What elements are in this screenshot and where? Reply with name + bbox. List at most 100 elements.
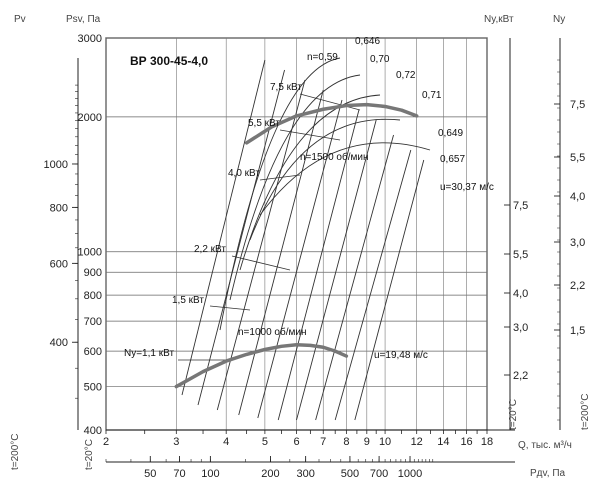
efficiency-arc [239,94,381,271]
efficiency-label-3: 0,70 [370,54,390,65]
tip-speed-label-1: u=30,37 м/с [440,182,494,193]
psv-axis-label: Psv, Па [66,14,101,25]
diagonal-line [238,89,324,416]
efficiency-label-1: n=0,59 [307,52,338,63]
efficiency-arc [249,118,401,241]
pdv-tick-label: 200 [261,468,279,480]
psv-tick-label: 3000 [78,33,102,45]
efficiency-arc [229,74,361,301]
pdv-axis-label: Pдv, Па [530,468,566,479]
ny-kw-tick-label: 4,0 [513,288,528,300]
q-tick-label: 10 [379,436,391,448]
q-tick-label: 14 [437,436,449,448]
pv-temp-label: t=200°C [10,433,21,470]
ny-tick-label: 4,0 [570,191,585,203]
power-leader-line [231,255,291,271]
power-leader-line [299,93,361,111]
q-tick-label: 3 [173,436,179,448]
diagonal-line [216,79,306,411]
pdv-tick-label: 300 [296,468,314,480]
efficiency-arc [259,142,431,216]
power-label-75: 7,5 кВт [270,82,302,93]
power-label-15: 1,5 кВт [172,295,204,306]
ny-kw-tick-label: 5,5 [513,249,528,261]
power-label-22: 2,2 кВт [194,244,226,255]
pv-tick-label: 600 [50,258,68,270]
q-tick-label: 2 [103,436,109,448]
efficiency-label-2: 0,646 [355,36,380,47]
ny-tick-label: 3,0 [570,237,585,249]
pv-tick-label: 1000 [44,159,68,171]
q-tick-label: 4 [223,436,229,448]
power-leader-line [279,129,341,141]
q-tick-label: 6 [293,436,299,448]
psv-temp-label: t=20°C [84,439,95,470]
efficiency-label-6: 0,649 [438,128,463,139]
psv-tick-label: 900 [84,267,102,279]
psv-tick-label: 600 [84,346,102,358]
tip-speed-label-2: u=19,48 м/с [374,350,428,361]
psv-tick-label: 800 [84,290,102,302]
ny-kw-tick-label: 2,2 [513,370,528,382]
pdv-tick-label: 100 [201,468,219,480]
power-leader-line [259,174,301,181]
speed-label-1000: n=1000 об/мин [238,326,306,338]
pv-axis-label: Pv [14,14,26,25]
ny-kw-temp-label: t=20°C [508,399,519,430]
efficiency-label-7: 0,657 [440,154,465,165]
pdv-tick-label: 700 [370,468,388,480]
diagonal-line [296,119,377,421]
diagonal-line [181,59,266,396]
pdv-tick-label: 50 [144,468,156,480]
psv-tick-label: 400 [84,425,102,437]
power-label-11: Ny=1,1 кВт [124,348,174,359]
ny-tick-label: 7,5 [570,99,585,111]
diagonal-line [334,149,412,421]
diagonal-line [257,99,343,419]
pv-tick-label: 400 [50,337,68,349]
diagonal-line [277,109,360,421]
pv-tick-label: 800 [50,202,68,214]
power-leader-line [209,305,251,311]
ny-temp-label: t=200°C [580,393,591,430]
performance-curves [174,102,419,389]
chart-title: ВР 300-45-4,0 [130,54,208,68]
ny-kw-axis-label: Ny,кВт [484,14,514,25]
q-tick-label: 8 [343,436,349,448]
pdv-tick-label: 70 [173,468,185,480]
q-tick-label: 5 [262,436,268,448]
diagonal-lines [178,57,431,421]
psv-tick-label: 1000 [78,247,102,259]
efficiency-arc [219,57,341,331]
q-tick-label: 12 [411,436,423,448]
psv-tick-label: 500 [84,382,102,394]
diagonal-line [354,159,425,421]
ny-tick-label: 2,2 [570,280,585,292]
efficiency-label-5: 0,71 [422,90,442,101]
q-tick-label: 7 [320,436,326,448]
ny-kw-tick-label: 3,0 [513,322,528,334]
efficiency-label-4: 0,72 [396,70,416,81]
q-tick-label: 18 [481,436,493,448]
curve-1500rpm [244,102,419,145]
ny-tick-label: 1,5 [570,325,585,337]
speed-label-1500: n=1500 об/мин [300,151,368,163]
q-tick-label: 16 [460,436,472,448]
ny-kw-tick-label: 7,5 [513,200,528,212]
left-axes: 3000 2000 1000 900 800 700 600 500 400 1000 800 600… [44,33,102,437]
power-label-55: 5,5 кВт [248,118,280,129]
ny-axis-label: Ny [553,14,565,25]
diagonal-line [315,134,394,421]
pdv-tick-label: 500 [341,468,359,480]
ny-tick-label: 5,5 [570,152,585,164]
curve-1000rpm [174,342,349,389]
pdv-tick-label: 1000 [398,468,422,480]
psv-tick-label: 2000 [78,112,102,124]
right-axes: 7,5 5,5 4,0 3,0 2,2 7,5 5,5 4,0 3,0 2,2 1,5 [504,38,585,430]
power-label-40: 4,0 кВт [228,168,260,179]
bottom-axes: 2 3 4 5 6 7 8 9 10 12 14 16 18 50 70 100 200 300 500 700 100… [103,429,515,480]
psv-tick-label: 700 [84,316,102,328]
q-tick-label: 9 [364,436,370,448]
q-axis-label: Q, тыс. м³/ч [518,440,572,451]
